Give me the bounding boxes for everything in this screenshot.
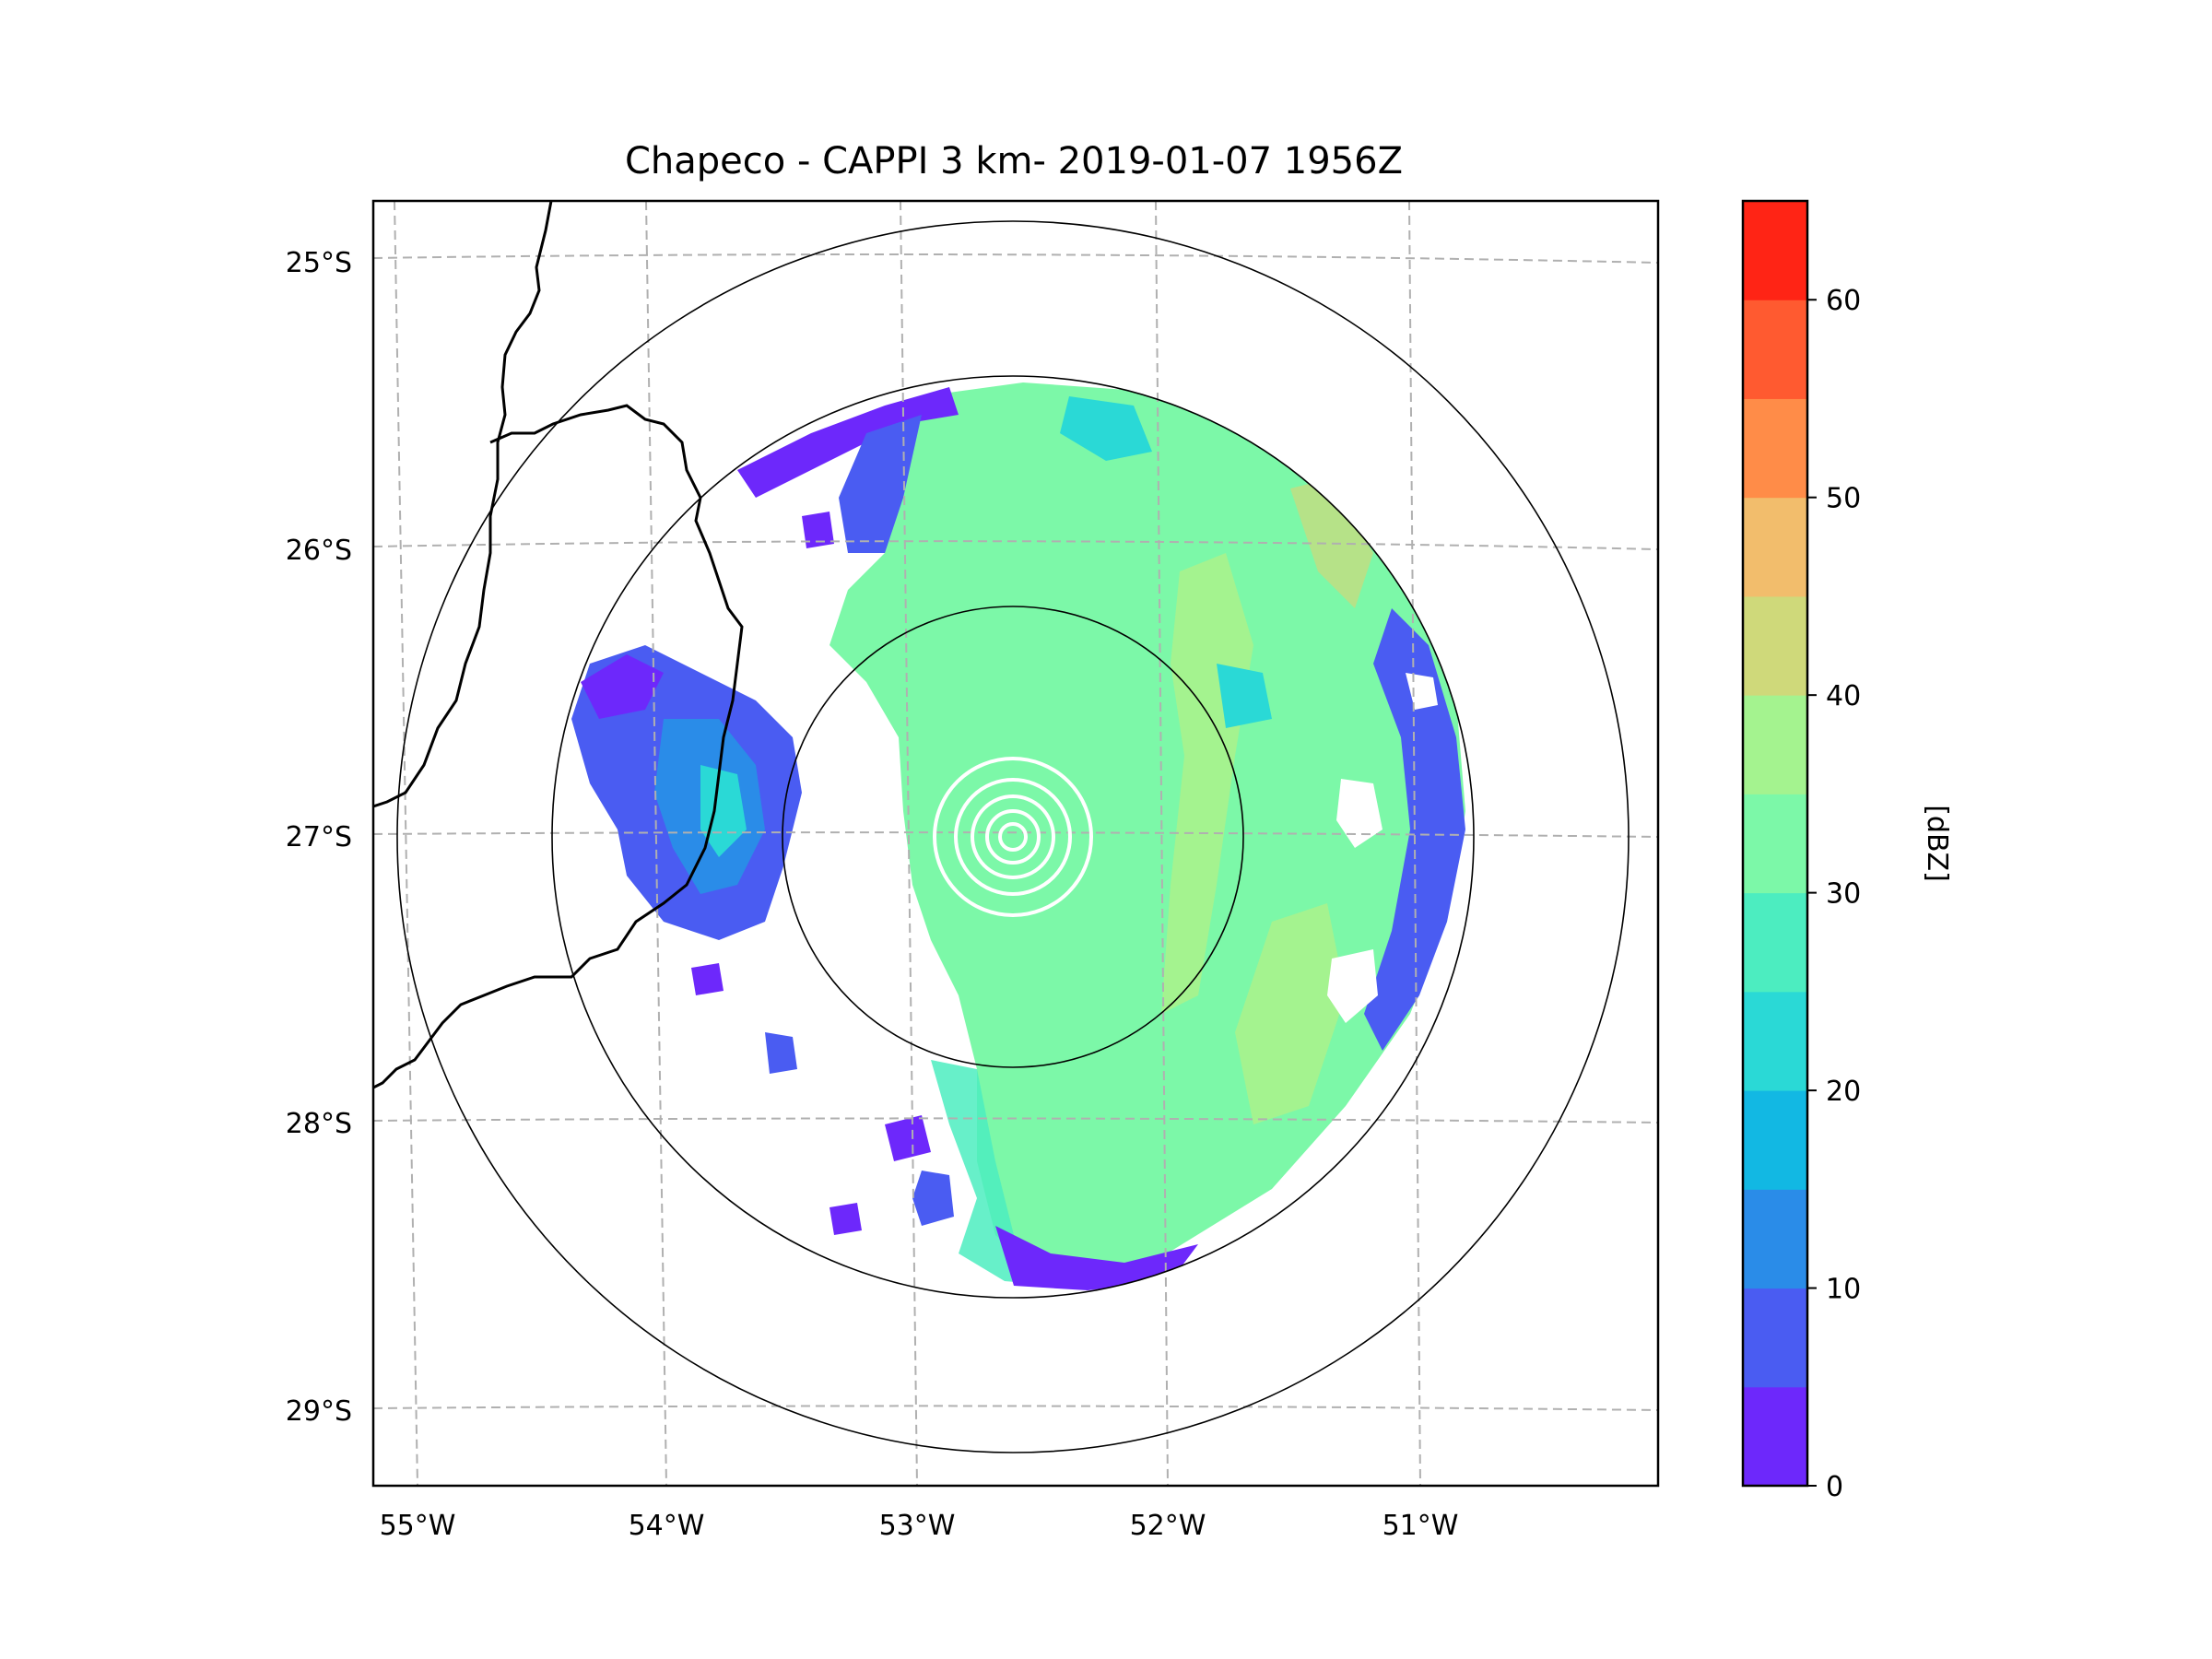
echo-east-hole-2 xyxy=(1327,949,1378,1023)
colorbar-level-4 xyxy=(1743,991,1807,1091)
colorbar-level-11 xyxy=(1743,300,1807,399)
lat-tick-label: 27°S xyxy=(286,821,352,853)
colorbar-tick-label: 10 xyxy=(1826,1274,1861,1306)
echo-west-teal xyxy=(700,765,747,857)
colorbar: 0 10 20 30 40 50 60 [dBZ] xyxy=(1741,199,1953,1503)
colorbar-level-5 xyxy=(1743,892,1807,993)
colorbar-level-12 xyxy=(1743,201,1807,300)
lon-tick-label: 55°W xyxy=(380,1510,456,1542)
lon-tick-label: 52°W xyxy=(1130,1510,1206,1542)
radar-site-marker xyxy=(933,757,1093,917)
reflectivity-field xyxy=(571,382,1465,1290)
map-plot-area xyxy=(371,199,1660,1488)
colorbar-tick-label: 0 xyxy=(1826,1471,1843,1503)
echo-cell xyxy=(691,963,724,995)
echo-blue-pocket xyxy=(1060,396,1152,461)
colorbar-level-9 xyxy=(1743,497,1807,597)
echo-cell xyxy=(830,1203,862,1235)
lon-tick-label: 54°W xyxy=(629,1510,705,1542)
colorbar-label: [dBZ] xyxy=(1921,805,1953,882)
echo-east-hole-3 xyxy=(1406,673,1438,710)
colorbar-level-0 xyxy=(1743,1386,1807,1487)
lat-tick-label: 26°S xyxy=(286,535,352,567)
map-frame xyxy=(371,199,1660,1488)
colorbar-level-7 xyxy=(1743,695,1807,794)
lon-tick-label: 51°W xyxy=(1382,1510,1459,1542)
lon-tick-label: 53°W xyxy=(879,1510,956,1542)
echo-edge-band xyxy=(931,1060,1060,1286)
echo-cell xyxy=(802,512,834,548)
lon-tick-labels: 55°W 54°W 53°W 52°W 51°W xyxy=(380,1510,1459,1542)
colorbar-level-1 xyxy=(1743,1288,1807,1388)
echo-west-fringe xyxy=(581,654,664,719)
echo-core-streak-2 xyxy=(1235,903,1346,1124)
colorbar-frame xyxy=(1741,199,1809,1488)
range-ring-middle xyxy=(551,375,1475,1299)
range-rings xyxy=(396,220,1630,1453)
range-ring-outer xyxy=(396,220,1630,1453)
lat-tick-label: 29°S xyxy=(286,1395,352,1428)
echo-south-fringe xyxy=(995,1226,1198,1290)
lat-tick-label: 25°S xyxy=(286,247,352,279)
lat-tick-labels: 25°S 26°S 27°S 28°S 29°S xyxy=(286,247,352,1428)
echo-cell xyxy=(912,1171,954,1226)
colorbar-tick-label: 40 xyxy=(1826,680,1861,712)
colorbar-level-8 xyxy=(1743,595,1807,696)
colorbar-level-3 xyxy=(1743,1090,1807,1190)
chart-title: Chapeco - CAPPI 3 km- 2019-01-07 1956Z xyxy=(625,140,1403,182)
colorbar-tick-label: 30 xyxy=(1826,878,1861,911)
colorbar-level-2 xyxy=(1743,1189,1807,1289)
range-ring-inner xyxy=(782,606,1244,1068)
lat-tick-label: 28°S xyxy=(286,1108,352,1140)
echo-blue-pocket-2 xyxy=(1217,664,1272,728)
colorbar-tick-label: 50 xyxy=(1826,483,1861,515)
country-border xyxy=(373,201,744,1089)
colorbar-ticks: 0 10 20 30 40 50 60 xyxy=(1807,285,1861,1503)
echo-cell xyxy=(885,1115,931,1161)
colorbar-levels xyxy=(1743,201,1807,1487)
colorbar-level-6 xyxy=(1743,794,1807,894)
echo-east-hole xyxy=(1336,779,1382,848)
colorbar-tick-label: 20 xyxy=(1826,1076,1861,1108)
echo-north-fringe-2 xyxy=(839,415,922,553)
colorbar-level-10 xyxy=(1743,398,1807,499)
colorbar-tick-label: 60 xyxy=(1826,285,1861,317)
echo-cell xyxy=(765,1032,797,1074)
echo-east-fringe xyxy=(1364,608,1465,1051)
